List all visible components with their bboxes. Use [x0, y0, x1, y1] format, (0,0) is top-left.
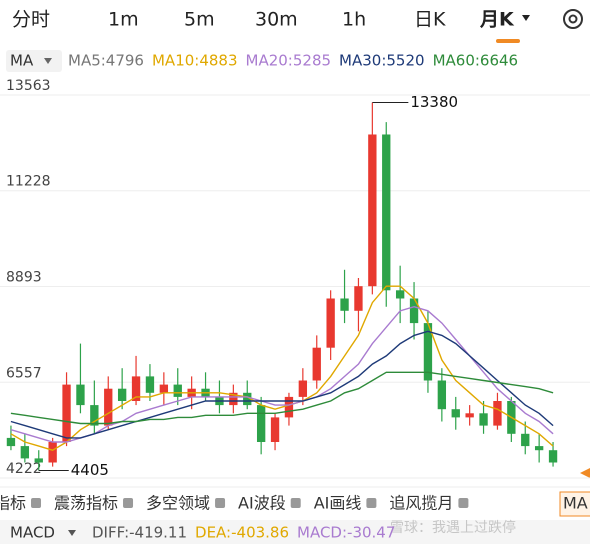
dropdown-arrow [522, 15, 530, 21]
candle-body [243, 392, 252, 406]
top-bar [0, 0, 590, 48]
tool[interactable]: AI波段 [238, 494, 286, 513]
ma-value: MA30:5520 [339, 52, 425, 70]
tab[interactable]: 5m [184, 9, 215, 31]
ma-line [10, 305, 554, 443]
candle-body [173, 384, 182, 397]
dropdown-arrow [68, 530, 76, 536]
macd-bar [0, 520, 590, 544]
lock-icon [123, 498, 134, 508]
candle-body [465, 413, 474, 418]
candle-body [382, 134, 391, 291]
macd-value: DEA:-403.86 [195, 524, 289, 542]
dropdown-arrow [44, 58, 52, 64]
candle-body [521, 433, 530, 447]
candle-body [340, 298, 349, 311]
tool[interactable]: 追风揽月 [389, 494, 453, 513]
candle-body [354, 286, 363, 311]
price-marker [580, 468, 590, 478]
ma-selector[interactable]: MA [10, 52, 34, 70]
macd-selector[interactable]: MACD [10, 524, 55, 542]
candle-body [229, 392, 238, 406]
ma-value: MA60:6646 [433, 52, 519, 70]
candle-body [326, 298, 335, 348]
candle-body [409, 298, 419, 324]
candle-body [298, 380, 308, 397]
y-tick-label: 11228 [6, 174, 51, 190]
candle-body [48, 442, 57, 463]
max-label: 13380 [410, 93, 458, 111]
candle-body [76, 384, 85, 406]
candle-body [534, 446, 544, 451]
ma-line [10, 285, 554, 451]
tab[interactable]: 日K [414, 9, 446, 31]
candle-body [6, 437, 16, 447]
macd-value: DIFF:-419.11 [92, 524, 187, 542]
candle-body [548, 450, 558, 463]
ma-selector-bg[interactable] [6, 50, 62, 72]
lock-icon [458, 498, 469, 508]
tool[interactable]: 多空领域 [146, 494, 210, 513]
tool[interactable]: MA [563, 494, 588, 513]
candle-body [284, 396, 294, 418]
ma-value: MA20:5285 [246, 52, 332, 70]
settings-icon[interactable] [563, 9, 583, 29]
tab[interactable]: 30m [255, 9, 298, 31]
lock-icon [31, 498, 42, 508]
y-tick-label: 13563 [6, 78, 51, 94]
ma-line [10, 371, 554, 425]
macd-value: MACD:-30.47 [297, 524, 395, 542]
tab[interactable]: 月K [479, 9, 515, 31]
lock-icon [290, 498, 301, 508]
tab[interactable]: 分时 [12, 9, 50, 31]
candle-body [145, 376, 155, 393]
candle-body [159, 384, 169, 393]
y-tick-label: 6557 [6, 365, 42, 381]
tool-active-bg [559, 491, 590, 517]
tool[interactable]: 指标 [0, 494, 26, 513]
candle-body [20, 446, 30, 459]
candle-body [256, 405, 266, 443]
lock-icon [215, 498, 226, 508]
candle-body [104, 388, 113, 426]
candle-body [368, 134, 377, 287]
candle-body [90, 405, 99, 426]
tab[interactable]: 1h [342, 9, 366, 31]
y-tick-label: 4222 [6, 461, 42, 477]
candle-body [131, 376, 141, 401]
tool[interactable]: AI画线 [314, 494, 362, 513]
ma-value: MA10:4883 [152, 52, 238, 70]
tab[interactable]: 1m [108, 9, 139, 31]
ma-value: MA5:4796 [68, 52, 144, 70]
candle-body [437, 380, 447, 410]
watermark: 雪球：我遇上过跌停 [390, 519, 516, 536]
candle-body [312, 347, 321, 381]
candle-body [493, 400, 502, 426]
candle-body [451, 409, 460, 418]
min-label: 4405 [71, 461, 109, 479]
y-tick-label: 8893 [6, 269, 42, 285]
candle-body [62, 384, 71, 443]
candle-body [423, 323, 433, 381]
candle-body [34, 458, 43, 463]
ma-line [10, 330, 554, 439]
candle-body [117, 388, 127, 401]
candle-body [395, 290, 405, 299]
lock-icon [366, 498, 377, 508]
candle-body [270, 417, 280, 443]
candle-body [479, 413, 488, 426]
active-underline [496, 39, 520, 43]
tool[interactable]: 震荡指标 [54, 494, 118, 513]
